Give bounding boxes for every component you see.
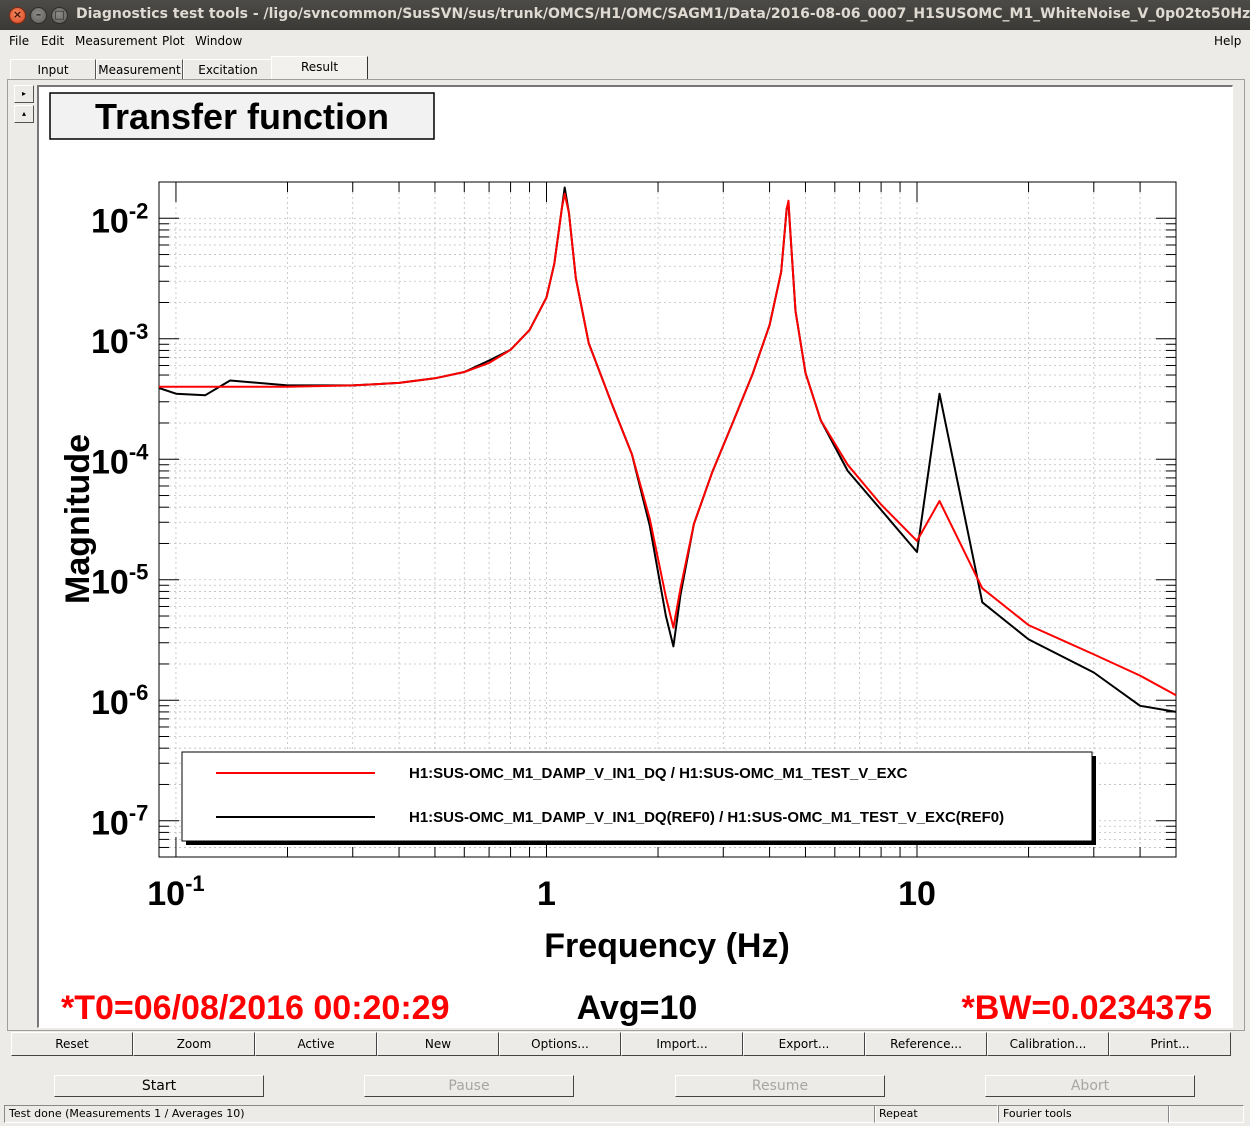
x-tick-label: 10 [898, 875, 936, 913]
status-mode: Repeat [874, 1105, 998, 1123]
window-close-button[interactable]: × [9, 7, 26, 24]
tab-bar: Input Measurement Excitation Result [0, 55, 1250, 80]
x-tick-label: 10-1 [147, 871, 204, 913]
tab-result[interactable]: Result [271, 56, 368, 80]
maximize-icon: □ [54, 8, 65, 21]
close-icon: × [12, 8, 23, 21]
series-line-measurement [159, 192, 1177, 697]
window-maximize-button[interactable]: □ [51, 7, 68, 24]
status-tool: Fourier tools [998, 1105, 1170, 1123]
avg-label: Avg=10 [577, 989, 698, 1027]
import-button[interactable]: Import... [621, 1032, 743, 1056]
pause-button[interactable]: Pause [364, 1075, 574, 1097]
pad-down-button[interactable]: ▴ [14, 105, 34, 123]
status-bar: Test done (Measurements 1 / Averages 10)… [0, 1103, 1250, 1126]
bw-label: *BW=0.0234375 [962, 989, 1212, 1027]
new-button[interactable]: New [377, 1032, 499, 1056]
menu-help[interactable]: Help [1214, 34, 1242, 48]
menu-measurement[interactable]: Measurement [75, 34, 158, 48]
arrow-up-icon: ▴ [21, 109, 26, 118]
y-tick-label: 10-7 [91, 801, 148, 843]
menu-window[interactable]: Window [195, 34, 243, 48]
plot-svg[interactable]: Transfer function 10-1 1 1010-210-310-410-… [39, 87, 1232, 1027]
y-tick-label: 10-3 [91, 319, 148, 361]
arrow-right-icon: ▸ [21, 89, 26, 98]
status-message: Test done (Measurements 1 / Averages 10) [4, 1105, 876, 1123]
options-button[interactable]: Options... [499, 1032, 621, 1056]
plot-title: Transfer function [95, 96, 389, 137]
window-titlebar: × – □ Diagnostics test tools - /ligo/svn… [0, 0, 1250, 30]
tab-measurement[interactable]: Measurement [96, 59, 183, 80]
y-tick-label: 10-4 [91, 439, 149, 481]
x-tick-label: 1 [537, 875, 556, 913]
t0-label: *T0=06/08/2016 00:20:29 [61, 989, 449, 1027]
menu-edit[interactable]: Edit [41, 34, 65, 48]
reference-button[interactable]: Reference... [865, 1032, 987, 1056]
x-axis-label: Frequency (Hz) [544, 927, 790, 965]
plot-canvas[interactable]: Transfer function 10-1 1 10 10-2 10-3 10-4 10-… [37, 85, 1233, 1028]
plot-title-box [49, 92, 435, 140]
legend-box [181, 751, 1093, 842]
export-button[interactable]: Export... [743, 1032, 865, 1056]
active-button[interactable]: Active [255, 1032, 377, 1056]
plot-toolbar: Reset Zoom Active New Options... Import.… [11, 1032, 1241, 1056]
tab-input[interactable]: Input [10, 59, 96, 80]
window-minimize-button[interactable]: – [30, 7, 47, 24]
resume-button[interactable]: Resume [675, 1075, 885, 1097]
y-tick-label: 10-6 [91, 680, 148, 722]
menu-bar: File Edit Measurement Plot Window Help [0, 30, 1250, 52]
menu-plot[interactable]: Plot [162, 34, 185, 48]
tab-excitation[interactable]: Excitation [183, 59, 273, 80]
calibration-button[interactable]: Calibration... [987, 1032, 1109, 1056]
minimize-icon: – [35, 8, 42, 21]
plot-legend: H1:SUS-OMC_M1_DAMP_V_IN1_DQ / H1:SUS-OMC… [181, 751, 1096, 845]
start-button[interactable]: Start [54, 1075, 264, 1097]
zoom-button[interactable]: Zoom [133, 1032, 255, 1056]
plot-frame [158, 181, 1177, 858]
status-extra [1168, 1105, 1244, 1123]
reset-button[interactable]: Reset [11, 1032, 133, 1056]
plot-curves [158, 186, 1177, 713]
pad-up-button[interactable]: ▸ [14, 85, 34, 103]
print-button[interactable]: Print... [1109, 1032, 1231, 1056]
y-axis-label: Magnitude [59, 434, 97, 604]
legend-entry-2: H1:SUS-OMC_M1_DAMP_V_IN1_DQ(REF0) / H1:S… [409, 809, 1004, 826]
series-line-reference [158, 186, 1177, 713]
y-tick-label: 10-5 [91, 560, 148, 602]
menu-file[interactable]: File [9, 34, 30, 48]
legend-entry-1: H1:SUS-OMC_M1_DAMP_V_IN1_DQ / H1:SUS-OMC… [409, 765, 908, 782]
plot-ticks: 10-1 1 10 10-2 10-3 10-4 10-5 10-6 10-7 [91, 181, 1177, 913]
window-title: Diagnostics test tools - /ligo/svncommon… [76, 6, 1250, 22]
y-tick-label: 10-2 [91, 198, 148, 240]
abort-button[interactable]: Abort [985, 1075, 1195, 1097]
